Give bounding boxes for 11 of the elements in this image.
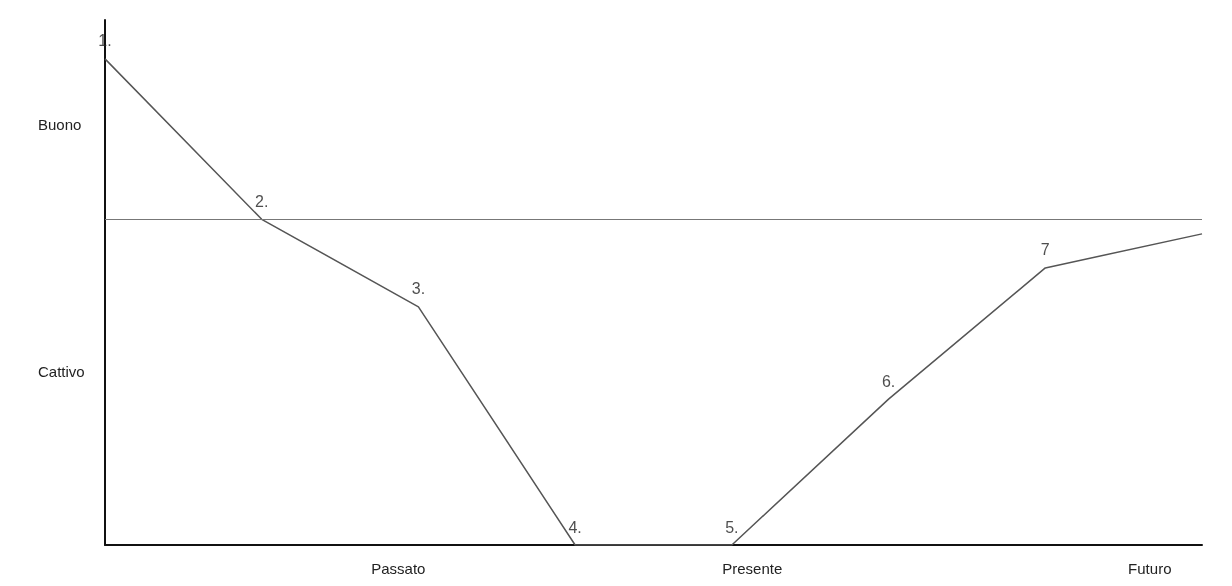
text: Futuro <box>1128 560 1172 577</box>
annotation: 6. <box>881 372 896 390</box>
annotation: 4. <box>568 518 582 536</box>
annotation: 7 <box>1040 241 1050 259</box>
annotation: 2. <box>255 192 269 210</box>
text: Cattivo <box>38 362 85 380</box>
annotation: 3. <box>411 280 426 298</box>
text: Passato <box>371 560 426 577</box>
text: Presente <box>722 560 783 577</box>
text: Buono <box>38 116 82 133</box>
annotation: 5. <box>725 518 739 536</box>
